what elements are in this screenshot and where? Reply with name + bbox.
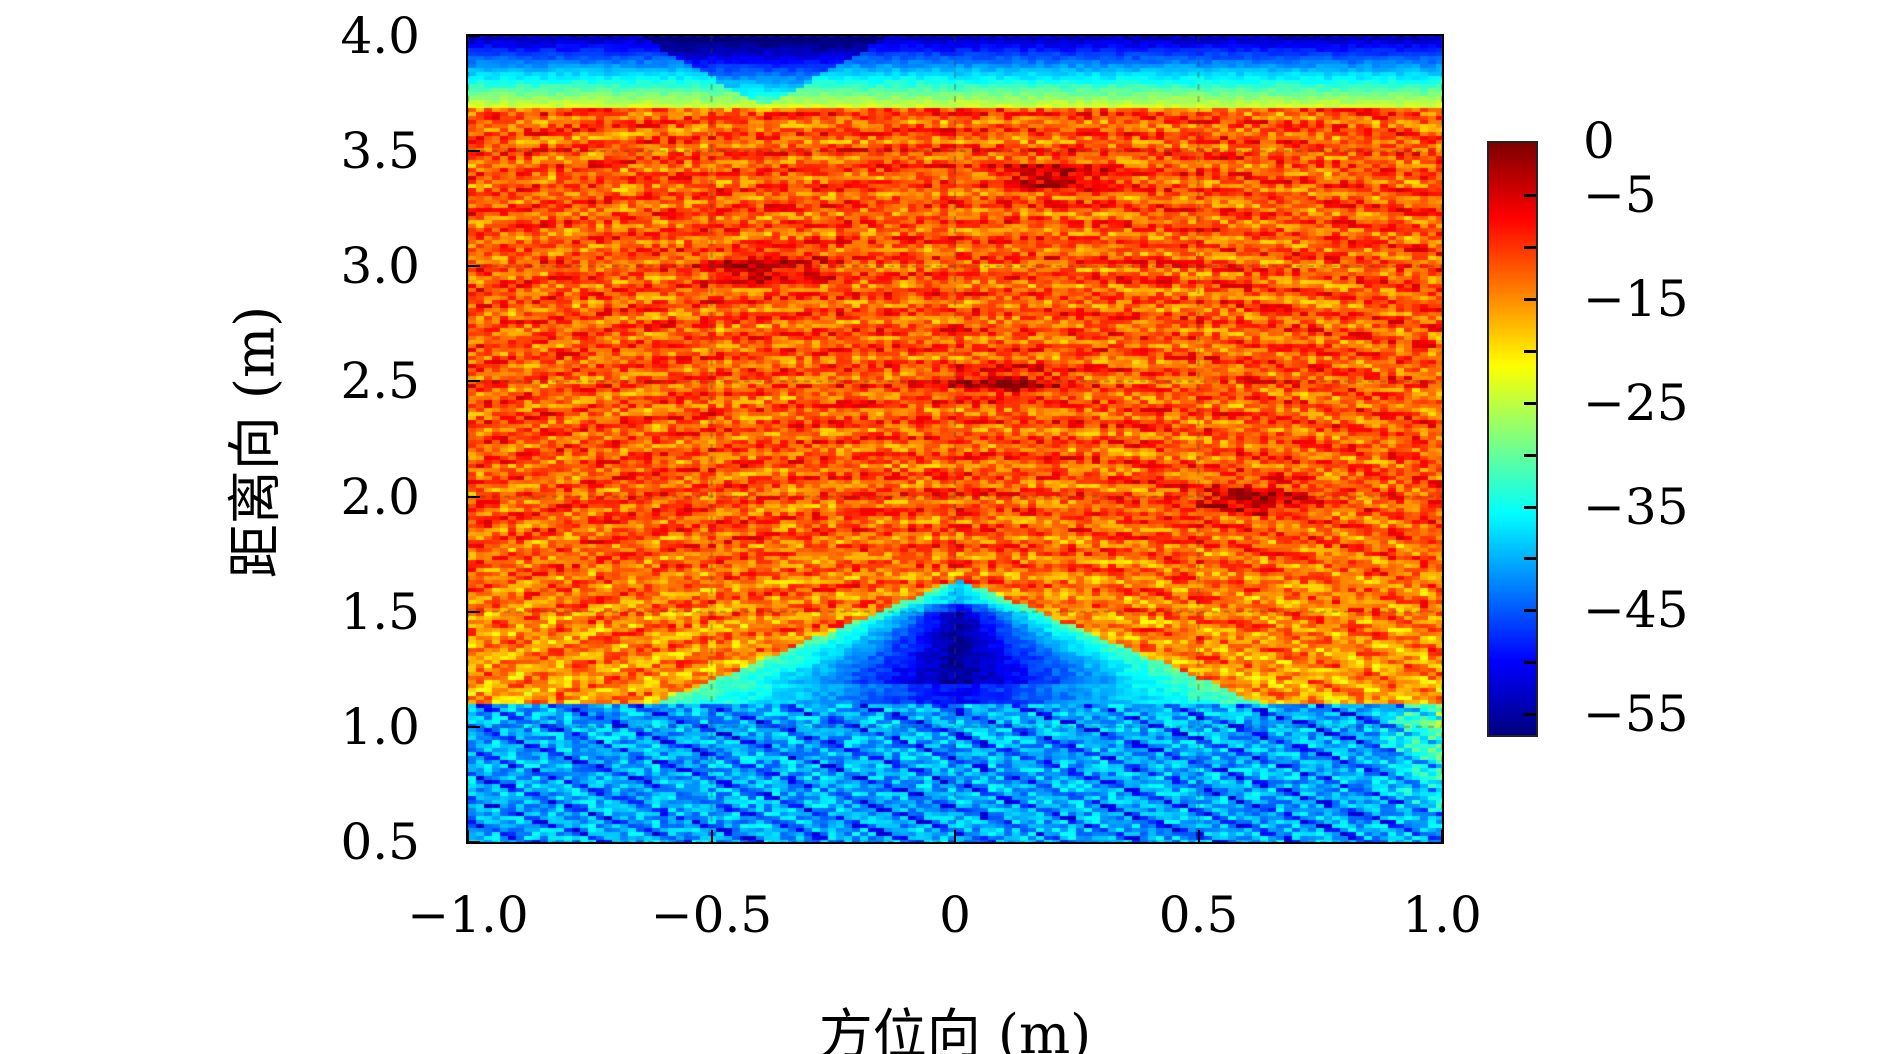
colorbar-tick-mark [1524,453,1536,457]
y-tick-label: 2.5 [340,352,420,411]
colorbar-tick-label: −25 [1583,373,1689,432]
colorbar-tick-mark [1524,505,1536,509]
colorbar-tick-label: −55 [1583,685,1689,744]
x-axis-label: 方位向 (m) [818,1003,1092,1054]
y-tick-mark [468,35,480,37]
x-tick-mark [1441,830,1443,842]
y-tick-label: 3.5 [340,122,420,181]
x-tick-mark [954,830,956,842]
heatmap-image [468,36,1442,842]
x-tick-label: 0.5 [1158,886,1239,944]
colorbar-tick-mark [1524,401,1536,405]
colorbar-tick-mark [1524,349,1536,353]
y-tick-mark [468,150,480,153]
colorbar-tick-mark [1524,245,1536,249]
colorbar-tick-label: −15 [1583,269,1689,328]
y-tick-mark [468,610,480,613]
colorbar-tick-mark [1524,661,1536,665]
y-tick-mark [468,265,480,268]
y-tick-label: 0.5 [340,813,420,871]
colorbar-tick-mark [1524,557,1536,561]
x-tick-mark [467,830,469,842]
colorbar-tick-label: 0 [1583,112,1615,170]
colorbar-tick-mark [1524,297,1536,301]
x-tick-label: 0 [939,886,971,944]
y-tick-mark [468,495,480,498]
y-tick-label: 4.0 [340,7,420,65]
colorbar-tick-label: −5 [1583,165,1657,224]
colorbar-tick-mark [1524,193,1536,197]
x-tick-mark [1197,830,1200,842]
colorbar-tick-mark [1524,713,1536,717]
y-tick-label: 3.0 [340,237,420,296]
y-tick-mark [468,841,480,843]
colorbar-tick-mark [1524,609,1536,613]
y-axis-label: 距离向 (m) [223,305,287,579]
y-tick-label: 2.0 [340,467,420,526]
x-tick-label: −1.0 [407,886,529,944]
colorbar [1489,143,1536,735]
colorbar-tick-label: −35 [1583,477,1689,536]
x-tick-label: −0.5 [650,886,773,944]
x-tick-mark [710,830,713,842]
colorbar-tick-label: −45 [1583,581,1689,640]
y-tick-label: 1.5 [340,582,420,641]
y-tick-label: 1.0 [340,697,420,756]
y-tick-mark [468,725,480,728]
plot-area [468,36,1442,842]
x-tick-label: 1.0 [1402,886,1482,944]
y-tick-mark [468,380,480,383]
